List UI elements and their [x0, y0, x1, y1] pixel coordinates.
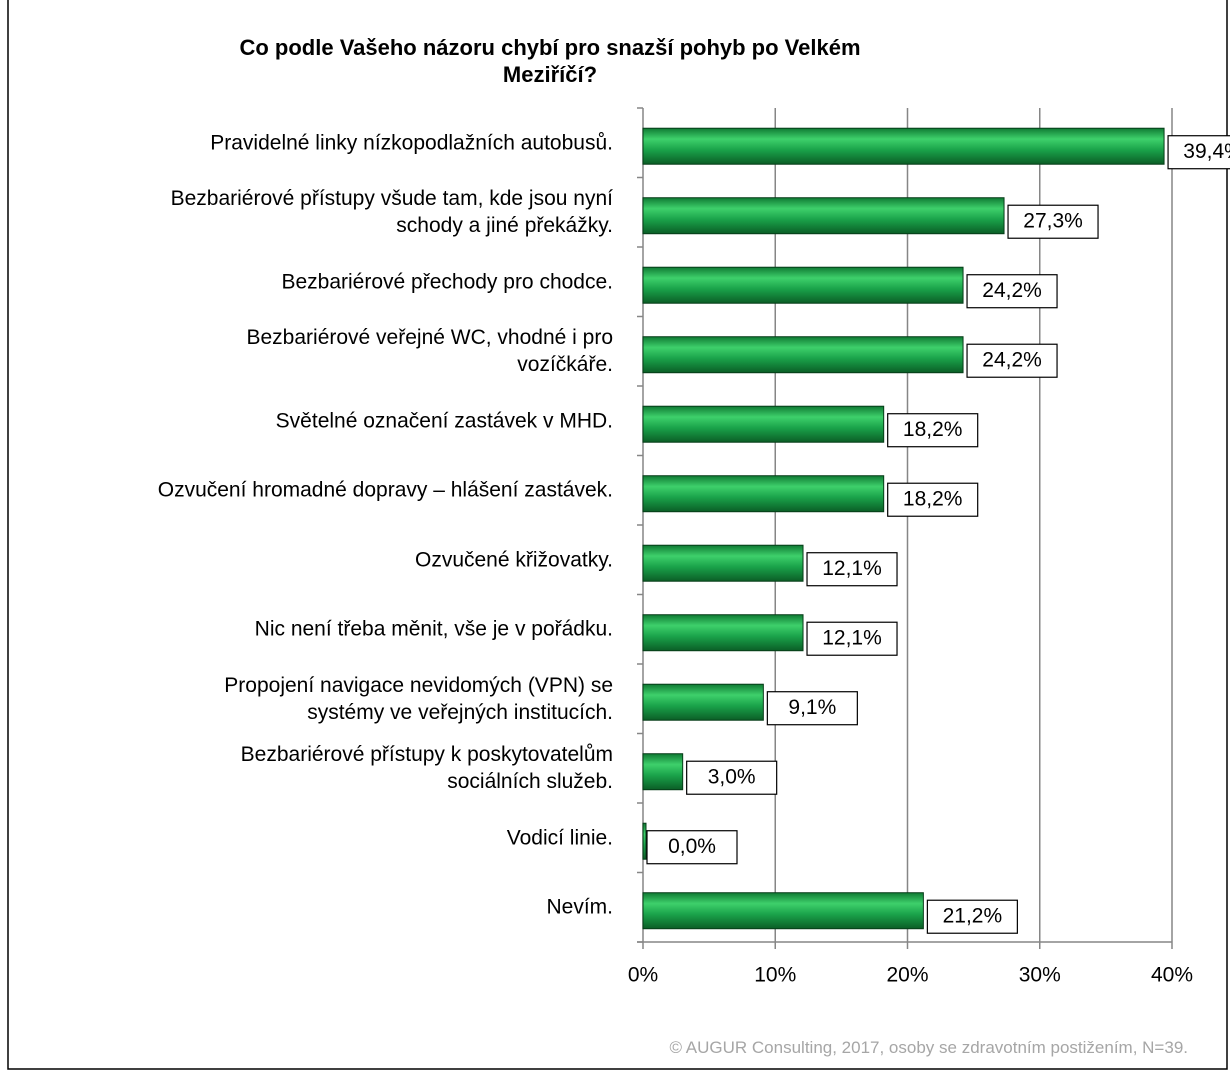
value-label: 12,1% — [822, 557, 882, 580]
bar — [642, 892, 924, 930]
bar — [642, 753, 684, 791]
value-label-box — [1167, 135, 1230, 170]
value-label-box — [926, 899, 1018, 934]
category-label: Pravidelné linky nízkopodlažních autobus… — [210, 131, 613, 155]
value-label: 12,1% — [822, 626, 882, 649]
value-label-box — [966, 343, 1058, 378]
category-label: Propojení navigace nevidomých (VPN) se s… — [224, 673, 613, 724]
category-label: Ozvučení hromadné dopravy – hlášení zast… — [157, 478, 613, 502]
bar — [642, 544, 804, 582]
value-label: 24,2% — [982, 279, 1042, 302]
x-tick-label: 40% — [1151, 964, 1193, 987]
bar — [642, 405, 885, 443]
value-label: 18,2% — [903, 487, 963, 510]
value-label: 9,1% — [788, 696, 836, 719]
bar — [642, 266, 964, 304]
chart-title: Co podle Vašeho názoru chybí pro snazší … — [239, 35, 861, 87]
category-label: Bezbariérové přístupy k poskytovatelům s… — [240, 743, 613, 794]
category-label: Světelné označení zastávek v MHD. — [275, 409, 613, 433]
category-label: Nevím. — [546, 895, 613, 919]
value-label-box — [686, 760, 778, 795]
category-label: Bezbariérové přístupy všude tam, kde jso… — [170, 187, 613, 238]
value-label-box — [766, 691, 858, 726]
value-label: 21,2% — [943, 904, 1003, 927]
bar — [642, 197, 1005, 235]
value-label: 3,0% — [708, 765, 756, 788]
bar — [642, 683, 764, 721]
value-label-box — [1007, 204, 1099, 239]
bar — [642, 822, 647, 860]
category-label: Vodicí linie. — [506, 826, 613, 850]
frame — [7, 0, 1228, 1070]
value-label-box — [887, 482, 979, 517]
value-label-box — [646, 830, 738, 865]
x-tick-label: 0% — [628, 964, 658, 987]
value-label: 0,0% — [668, 835, 716, 858]
value-label: 27,3% — [1023, 209, 1083, 232]
source-note: © AUGUR Consulting, 2017, osoby se zdrav… — [669, 1038, 1188, 1057]
value-label: 39,4% — [1183, 140, 1230, 163]
value-label: 24,2% — [982, 348, 1042, 371]
bar — [642, 475, 885, 513]
value-label-box — [806, 621, 898, 656]
value-label-box — [887, 413, 979, 448]
value-label-box — [806, 552, 898, 587]
value-label: 18,2% — [903, 418, 963, 441]
bar — [642, 614, 804, 652]
category-label: Bezbariérové veřejné WC, vhodné i pro vo… — [246, 326, 613, 377]
category-label: Bezbariérové přechody pro chodce. — [281, 270, 613, 294]
bar — [642, 336, 964, 374]
bar — [642, 127, 1165, 165]
x-tick-label: 10% — [754, 964, 796, 987]
category-label: Ozvučené křižovatky. — [414, 548, 613, 572]
value-label-box — [966, 274, 1058, 309]
x-tick-label: 20% — [886, 964, 928, 987]
x-tick-label: 30% — [1019, 964, 1061, 987]
category-label: Nic není třeba měnit, vše je v pořádku. — [254, 617, 613, 641]
